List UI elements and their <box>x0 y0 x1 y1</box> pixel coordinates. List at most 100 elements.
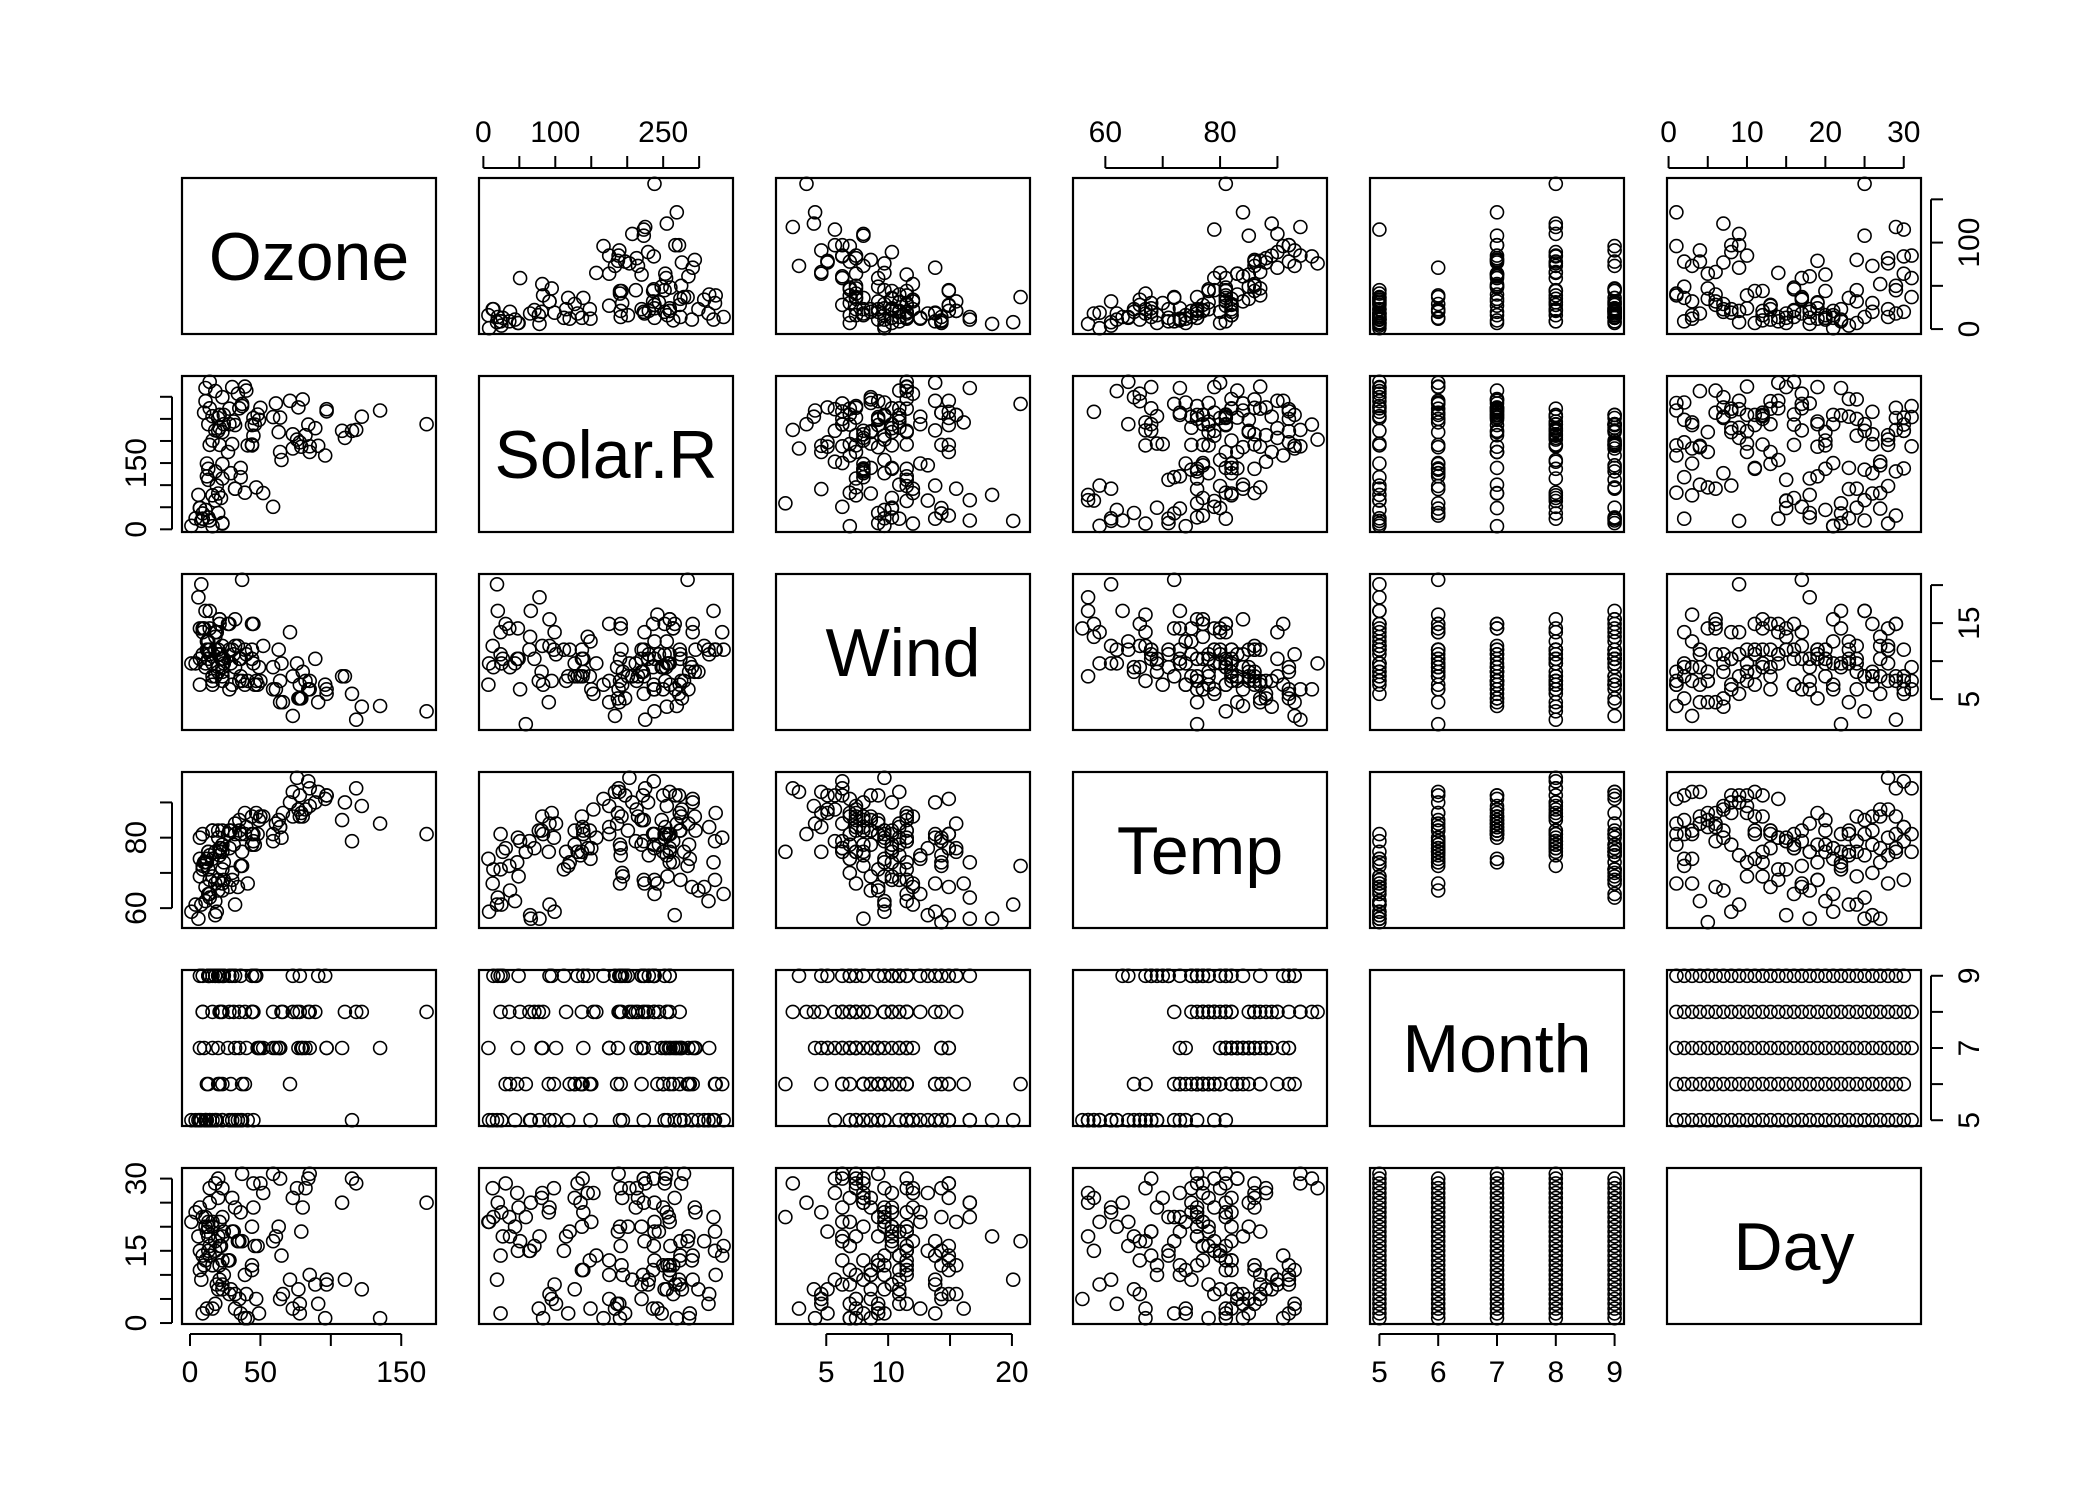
data-point <box>1189 694 1205 710</box>
data-point <box>1747 826 1763 842</box>
data-point <box>1716 400 1731 415</box>
data-point <box>637 624 652 640</box>
data-point <box>184 656 199 671</box>
data-point <box>1166 289 1182 305</box>
data-point <box>1700 621 1716 636</box>
data-point <box>489 576 505 592</box>
data-point <box>1794 876 1810 891</box>
data-point <box>899 1076 915 1092</box>
data-point <box>191 589 206 605</box>
data-point <box>1708 968 1723 984</box>
data-point <box>611 1004 626 1020</box>
data-point <box>1716 465 1731 481</box>
data-point <box>265 681 281 697</box>
data-point <box>1287 1076 1302 1092</box>
data-point <box>628 282 644 298</box>
data-point <box>659 634 675 649</box>
data-point <box>1264 699 1279 715</box>
data-point <box>1430 805 1446 821</box>
data-point <box>1607 1180 1622 1196</box>
data-point <box>1548 226 1564 242</box>
data-point <box>1372 492 1387 508</box>
data-point <box>202 603 217 619</box>
panel-frame <box>180 176 438 336</box>
data-point <box>646 1238 662 1254</box>
data-point <box>1258 454 1274 470</box>
data-point <box>1310 1004 1325 1020</box>
data-point <box>495 310 511 326</box>
data-point <box>205 1301 220 1316</box>
data-point <box>1103 576 1119 592</box>
data-point <box>1489 1180 1505 1196</box>
data-point <box>1270 1004 1285 1020</box>
panel-frame <box>180 770 438 930</box>
data-point <box>714 624 730 640</box>
data-point <box>1880 830 1896 846</box>
data-point <box>687 1200 703 1215</box>
data-point <box>285 1190 301 1206</box>
data-point <box>671 1272 687 1287</box>
data-point <box>842 436 858 452</box>
data-point <box>1669 205 1684 220</box>
data-point <box>863 809 879 824</box>
data-point <box>806 798 822 814</box>
data-point <box>654 279 670 295</box>
data-point <box>558 844 574 860</box>
data-point <box>1794 306 1810 321</box>
data-point <box>856 306 871 321</box>
data-point <box>1103 294 1119 309</box>
data-point <box>1739 968 1755 984</box>
data-point <box>1430 668 1446 684</box>
data-point <box>1287 243 1302 258</box>
data-point <box>1857 911 1872 927</box>
data-point <box>224 436 240 452</box>
data-point <box>842 448 858 463</box>
data-point <box>891 383 907 398</box>
data-point <box>658 1166 674 1182</box>
data-point <box>1818 812 1833 828</box>
data-point <box>1607 1209 1622 1225</box>
data-point <box>1849 294 1864 309</box>
data-point <box>1201 281 1216 297</box>
data-point <box>1771 624 1786 640</box>
data-point <box>1548 809 1564 824</box>
data-point <box>1489 1229 1505 1244</box>
data-point <box>934 437 949 453</box>
data-point <box>1896 819 1912 835</box>
data-point <box>1372 1233 1387 1249</box>
data-point <box>1849 411 1864 427</box>
data-point <box>877 826 892 842</box>
data-point <box>1880 638 1896 654</box>
data-point <box>1230 444 1245 460</box>
data-point <box>1430 784 1446 800</box>
data-point <box>1763 840 1778 856</box>
data-point <box>927 876 943 891</box>
data-point <box>1178 1306 1193 1321</box>
data-point <box>1372 1243 1387 1259</box>
data-point <box>1676 656 1692 671</box>
data-point <box>233 469 248 485</box>
data-point <box>696 1233 712 1249</box>
data-point <box>1489 287 1505 302</box>
data-point <box>575 651 591 667</box>
data-point <box>891 968 907 984</box>
data-point <box>1372 1224 1387 1239</box>
x-axis-top-temp: 60 80 <box>1089 116 1279 169</box>
data-point <box>899 1224 915 1239</box>
data-point <box>1189 306 1205 321</box>
data-point <box>636 1112 652 1128</box>
data-point <box>842 1277 858 1292</box>
data-point <box>334 1195 350 1210</box>
data-point <box>899 1267 915 1283</box>
data-point <box>1489 298 1505 314</box>
data-point <box>1731 226 1747 242</box>
data-point <box>1872 686 1888 702</box>
data-point <box>856 1272 871 1287</box>
data-point <box>1287 1296 1302 1312</box>
data-point <box>1669 677 1684 693</box>
data-point <box>1716 664 1731 680</box>
data-point <box>884 283 900 299</box>
data-point <box>1212 315 1228 331</box>
data-point <box>215 659 230 675</box>
data-point <box>1700 1004 1716 1020</box>
